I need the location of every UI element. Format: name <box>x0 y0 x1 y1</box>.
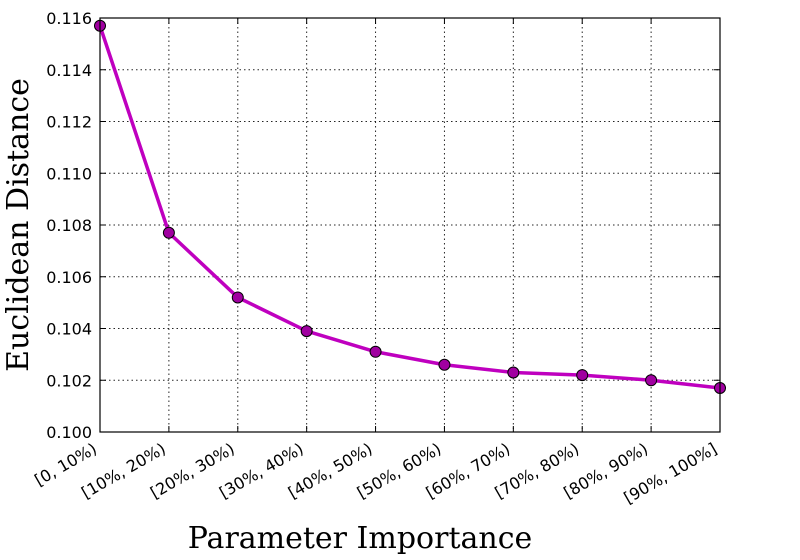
series-line <box>98 25 721 390</box>
data-point <box>369 345 382 358</box>
data-point <box>645 374 658 387</box>
y-tick-label: 0.110 <box>46 164 92 183</box>
data-point <box>162 226 175 239</box>
x-axis-label: Parameter Importance <box>188 521 533 556</box>
series-group <box>94 19 726 395</box>
plot-frame <box>99 17 721 433</box>
y-tick-label: 0.116 <box>46 9 92 28</box>
y-tick-label: 0.102 <box>46 371 92 390</box>
data-point <box>231 291 244 304</box>
data-point <box>438 358 451 371</box>
grid <box>100 18 720 432</box>
y-tick-label: 0.108 <box>46 216 92 235</box>
data-point <box>507 366 520 379</box>
y-tick-label: 0.104 <box>46 320 92 339</box>
data-point <box>300 325 313 338</box>
y-axis-label: Euclidean Distance <box>1 78 36 372</box>
y-tick-label: 0.100 <box>46 423 92 442</box>
x-tick-labels: [0, 10%)[10%, 20%)[20%, 30%)[30%, 40%)[4… <box>31 439 720 507</box>
y-tick-labels: 0.100 0.102 0.104 0.106 0.108 0.110 0.112 0.114… <box>46 9 92 442</box>
y-tick-label: 0.112 <box>46 113 92 132</box>
y-tick-label: 0.114 <box>46 61 92 80</box>
data-point <box>576 369 589 382</box>
y-tick-label: 0.106 <box>46 268 92 287</box>
